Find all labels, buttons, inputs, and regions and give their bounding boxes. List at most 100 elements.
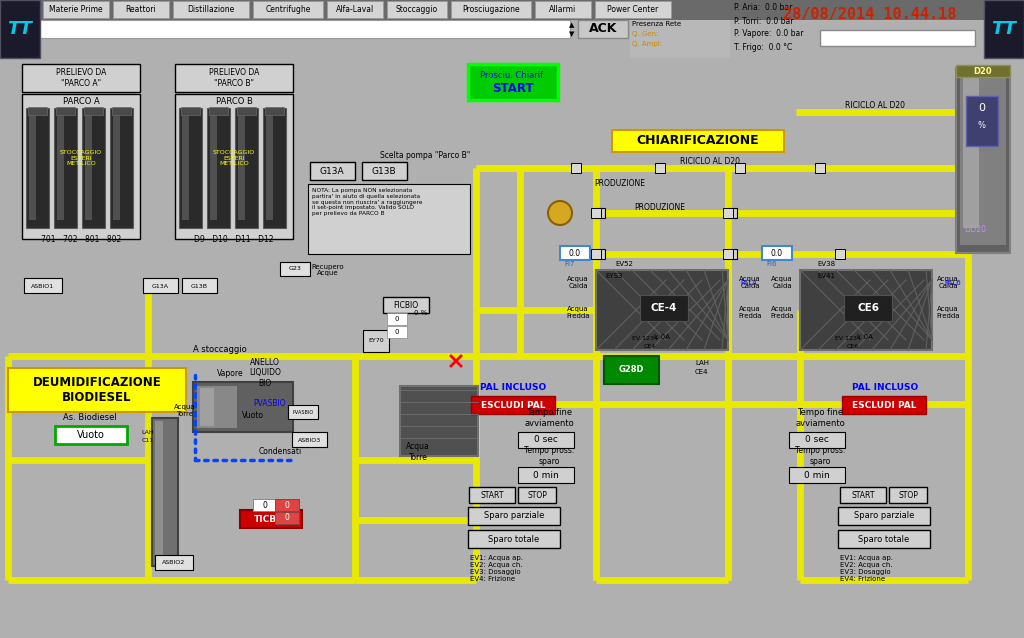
Bar bbox=[596, 270, 728, 350]
Text: 0 sec: 0 sec bbox=[535, 436, 558, 445]
Bar bbox=[113, 112, 120, 220]
Text: CE4: CE4 bbox=[644, 345, 656, 350]
Text: PARCO B: PARCO B bbox=[216, 98, 253, 107]
Text: Acqua
Fredda: Acqua Fredda bbox=[770, 306, 794, 320]
Bar bbox=[595, 208, 605, 218]
Bar bbox=[727, 249, 737, 259]
Bar bbox=[22, 64, 140, 92]
Text: D9 - D10 - D11 - D12: D9 - D10 - D11 - D12 bbox=[195, 235, 273, 244]
Bar bbox=[963, 73, 979, 228]
Bar bbox=[265, 107, 284, 115]
Text: D20: D20 bbox=[974, 68, 992, 77]
Bar bbox=[275, 512, 299, 524]
Bar bbox=[835, 249, 845, 259]
Text: STOCCAGGIO
ESTERI
METILICO: STOCCAGGIO ESTERI METILICO bbox=[213, 150, 255, 167]
Text: Reattori: Reattori bbox=[126, 6, 157, 15]
Bar bbox=[723, 249, 733, 259]
Text: Tempo pross.
sparo: Tempo pross. sparo bbox=[524, 447, 574, 466]
Text: 701 - 702 - 801 - 802: 701 - 702 - 801 - 802 bbox=[41, 235, 121, 244]
Text: Sparo parziale: Sparo parziale bbox=[483, 512, 544, 521]
Text: PVASBIO: PVASBIO bbox=[293, 410, 313, 415]
Text: 0: 0 bbox=[394, 316, 399, 322]
Bar bbox=[179, 108, 202, 228]
Text: G28D: G28D bbox=[618, 366, 644, 375]
Bar bbox=[175, 64, 293, 92]
Text: Acqua
Torre: Acqua Torre bbox=[407, 442, 430, 462]
Text: LID20: LID20 bbox=[964, 225, 986, 235]
Text: EV 1234: EV 1234 bbox=[835, 336, 861, 341]
Bar bbox=[956, 68, 1010, 253]
Text: EV38: EV38 bbox=[817, 261, 835, 267]
Text: ASBIO1: ASBIO1 bbox=[32, 283, 54, 288]
Text: LAH: LAH bbox=[695, 360, 709, 366]
Bar bbox=[469, 487, 515, 503]
Text: PARCO A: PARCO A bbox=[62, 98, 99, 107]
Bar bbox=[253, 1, 323, 18]
Text: G13A: G13A bbox=[152, 283, 169, 288]
Text: CHIARIFICAZIONE: CHIARIFICAZIONE bbox=[637, 135, 760, 147]
Text: 0: 0 bbox=[285, 500, 290, 510]
Bar bbox=[518, 432, 574, 448]
Text: P. Torri:  0.0 bar: P. Torri: 0.0 bar bbox=[734, 17, 794, 26]
Bar bbox=[40, 20, 570, 38]
Text: Scelta pompa "Parco B": Scelta pompa "Parco B" bbox=[380, 151, 470, 160]
Bar bbox=[240, 510, 302, 528]
Bar bbox=[43, 1, 109, 18]
Text: START: START bbox=[851, 491, 874, 500]
Text: 0 sec: 0 sec bbox=[805, 436, 829, 445]
Bar bbox=[840, 487, 886, 503]
Text: Alfa-Laval: Alfa-Laval bbox=[336, 6, 374, 15]
Bar bbox=[238, 112, 245, 220]
Bar bbox=[112, 107, 131, 115]
Bar bbox=[838, 530, 930, 548]
Bar bbox=[838, 507, 930, 525]
Bar bbox=[234, 108, 258, 228]
Text: 0: 0 bbox=[394, 329, 399, 335]
Bar bbox=[207, 108, 230, 228]
Text: Vuoto: Vuoto bbox=[77, 430, 104, 440]
Text: TT: TT bbox=[7, 20, 33, 38]
Bar bbox=[815, 163, 825, 173]
Text: EV41: EV41 bbox=[817, 273, 835, 279]
Bar bbox=[604, 356, 659, 384]
Text: Acqua
Calda: Acqua Calda bbox=[771, 276, 793, 290]
Bar bbox=[362, 162, 407, 180]
Bar bbox=[984, 0, 1024, 58]
Text: FI6: FI6 bbox=[767, 261, 777, 267]
Bar bbox=[387, 313, 407, 325]
Text: EV1: Acqua ap.
EV2: Acqua ch.
EV3: Dosaggio
EV4: Frizione: EV1: Acqua ap. EV2: Acqua ch. EV3: Dosag… bbox=[840, 555, 893, 582]
Text: Sparo parziale: Sparo parziale bbox=[854, 512, 914, 521]
Bar bbox=[723, 208, 733, 218]
Text: EV1: Acqua ap.
EV2: Acqua ch.
EV3: Dosaggio
EV4: Frizione: EV1: Acqua ap. EV2: Acqua ch. EV3: Dosag… bbox=[470, 555, 523, 582]
Text: ▼: ▼ bbox=[569, 31, 574, 37]
Text: TT: TT bbox=[991, 20, 1017, 38]
Text: RICICLO AL D20: RICICLO AL D20 bbox=[680, 158, 740, 167]
Text: Q. Ampl:: Q. Ampl: bbox=[632, 41, 663, 47]
Text: EYS3: EYS3 bbox=[605, 273, 623, 279]
Bar bbox=[468, 64, 558, 100]
Bar bbox=[595, 1, 671, 18]
Bar bbox=[889, 487, 927, 503]
Bar bbox=[253, 499, 278, 511]
Text: Power Center: Power Center bbox=[607, 6, 658, 15]
Bar bbox=[182, 278, 217, 293]
Text: PRELIEVO DA
"PARCO A": PRELIEVO DA "PARCO A" bbox=[56, 68, 106, 87]
Text: DEUMIDIFICAZIONE
BIODIESEL: DEUMIDIFICAZIONE BIODIESEL bbox=[33, 376, 162, 404]
Text: Tempo fine
avviamento: Tempo fine avviamento bbox=[795, 408, 845, 427]
Bar bbox=[292, 432, 327, 447]
Bar bbox=[727, 208, 737, 218]
Text: 0 %: 0 % bbox=[415, 310, 428, 316]
Text: TICBIO: TICBIO bbox=[254, 514, 288, 524]
Bar bbox=[266, 112, 273, 220]
Bar bbox=[383, 297, 429, 313]
Text: Stoccaggio: Stoccaggio bbox=[396, 6, 438, 15]
Bar bbox=[800, 270, 932, 350]
Bar bbox=[113, 1, 169, 18]
Bar bbox=[0, 0, 40, 58]
Text: 0.0: 0.0 bbox=[569, 248, 581, 258]
Bar bbox=[790, 432, 845, 448]
Bar bbox=[451, 1, 531, 18]
Bar bbox=[193, 382, 293, 432]
Bar bbox=[468, 530, 560, 548]
Bar bbox=[200, 388, 214, 426]
